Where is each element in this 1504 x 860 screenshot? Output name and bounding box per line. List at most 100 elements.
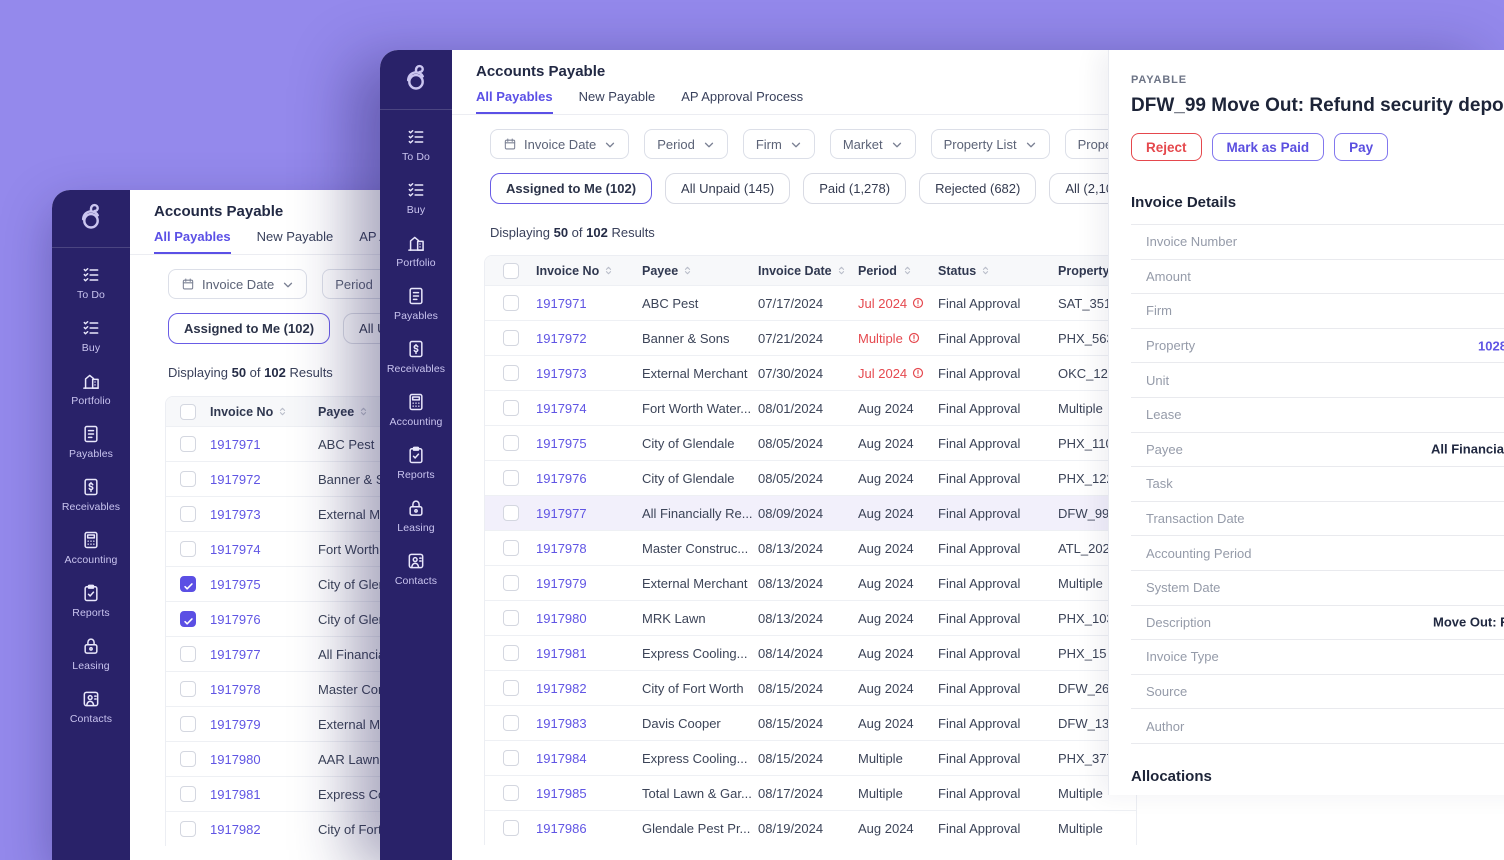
sort-icon[interactable] bbox=[682, 265, 693, 276]
sort-icon[interactable] bbox=[358, 406, 369, 417]
invoice-no-link[interactable]: 1917980 bbox=[210, 751, 261, 767]
invoice-no-link[interactable]: 1917976 bbox=[210, 611, 261, 627]
sidebar-item-payables[interactable]: Payables bbox=[380, 277, 452, 330]
row-checkbox[interactable] bbox=[180, 506, 196, 522]
invoice-no-link[interactable]: 1917971 bbox=[210, 436, 261, 452]
table-row[interactable]: 1917973 External Merchant 07/30/2024 Jul 20… bbox=[485, 355, 1136, 390]
table-row[interactable]: 1917980 MRK Lawn 08/13/2024 Aug 2024 Final A… bbox=[485, 600, 1136, 635]
sort-icon[interactable] bbox=[902, 265, 913, 276]
row-checkbox[interactable] bbox=[180, 541, 196, 557]
sidebar-item-to-do[interactable]: To Do bbox=[52, 256, 130, 309]
row-checkbox[interactable] bbox=[502, 820, 519, 836]
table-row[interactable]: 1917978 Master Construc... 08/13/2024 Aug 2… bbox=[485, 530, 1136, 565]
pill-assigned-to-me-102-[interactable]: Assigned to Me (102) bbox=[490, 173, 653, 204]
invoice-no-link[interactable]: 1917978 bbox=[210, 681, 261, 697]
invoice-no-link[interactable]: 1917981 bbox=[210, 786, 261, 802]
table-row[interactable]: 1917981 Express Cooling... 08/14/2024 Aug 2… bbox=[485, 635, 1136, 670]
filter-market[interactable]: Market bbox=[829, 129, 916, 159]
row-checkbox-checked[interactable] bbox=[180, 611, 196, 627]
column-header-invoice-date[interactable]: Invoice Date bbox=[758, 264, 858, 278]
table-row[interactable]: 1917971 ABC Pest 07/17/2024 Jul 2024 Final A… bbox=[485, 285, 1136, 320]
sidebar-item-contacts[interactable]: Contacts bbox=[52, 680, 130, 733]
column-header-status[interactable]: Status bbox=[938, 264, 1058, 278]
row-checkbox[interactable] bbox=[180, 403, 196, 420]
pay-button[interactable]: Pay bbox=[1334, 133, 1389, 161]
sort-icon[interactable] bbox=[836, 265, 847, 276]
table-row[interactable]: 1917982 City of Fort Worth 08/15/2024 Aug 2… bbox=[485, 670, 1136, 705]
column-header-payee[interactable]: Payee bbox=[642, 264, 758, 278]
row-checkbox[interactable] bbox=[502, 750, 519, 766]
table-row[interactable]: 1917983 Davis Cooper 08/15/2024 Aug 2024 Fin… bbox=[485, 705, 1136, 740]
filter-firm[interactable]: Firm bbox=[742, 129, 815, 159]
column-header-invoice-no[interactable]: Invoice No bbox=[536, 264, 642, 278]
sidebar-item-payables[interactable]: Payables bbox=[52, 415, 130, 468]
row-checkbox[interactable] bbox=[502, 400, 519, 416]
row-checkbox[interactable] bbox=[180, 751, 196, 767]
sort-icon[interactable] bbox=[603, 265, 614, 276]
table-row[interactable]: 1917975 City of Glendale 08/05/2024 Aug 202… bbox=[485, 425, 1136, 460]
tab-new-payable[interactable]: New Payable bbox=[256, 229, 334, 244]
invoice-no-link[interactable]: 1917986 bbox=[536, 820, 587, 836]
table-row[interactable]: 1917985 Total Lawn & Gar... 08/17/2024 Mult… bbox=[485, 775, 1136, 810]
row-checkbox[interactable] bbox=[502, 785, 519, 801]
filter-invoice-date[interactable]: Invoice Date bbox=[490, 129, 630, 159]
filter-period[interactable]: Period bbox=[644, 129, 728, 159]
row-checkbox[interactable] bbox=[180, 716, 196, 732]
invoice-no-link[interactable]: 1917977 bbox=[536, 505, 587, 521]
mark-as-paid-button[interactable]: Mark as Paid bbox=[1211, 133, 1325, 161]
sidebar-item-leasing[interactable]: Leasing bbox=[52, 627, 130, 680]
row-checkbox[interactable] bbox=[502, 680, 519, 696]
sidebar-item-accounting[interactable]: Accounting bbox=[52, 521, 130, 574]
row-checkbox[interactable] bbox=[502, 435, 519, 451]
row-checkbox[interactable] bbox=[502, 365, 519, 381]
row-checkbox[interactable] bbox=[502, 505, 519, 521]
invoice-no-link[interactable]: 1917979 bbox=[536, 575, 587, 591]
sidebar-item-contacts[interactable]: Contacts bbox=[380, 542, 452, 595]
row-checkbox-checked[interactable] bbox=[180, 576, 196, 592]
invoice-no-link[interactable]: 1917982 bbox=[536, 680, 587, 696]
pill-rejected-682-[interactable]: Rejected (682) bbox=[919, 173, 1037, 204]
tab-new-payable[interactable]: New Payable bbox=[578, 89, 656, 104]
invoice-no-link[interactable]: 1917983 bbox=[536, 715, 587, 731]
invoice-no-link[interactable]: 1917973 bbox=[536, 365, 587, 381]
field-value-property[interactable]: 1028 bbox=[1478, 338, 1504, 354]
sidebar-item-portfolio[interactable]: Portfolio bbox=[380, 224, 452, 277]
pill-assigned-to-me-102-[interactable]: Assigned to Me (102) bbox=[168, 313, 331, 344]
row-checkbox[interactable] bbox=[180, 821, 196, 837]
invoice-no-link[interactable]: 1917972 bbox=[210, 471, 261, 487]
tab-all-payables[interactable]: All Payables bbox=[476, 89, 553, 114]
row-checkbox[interactable] bbox=[502, 575, 519, 591]
table-row[interactable]: 1917979 External Merchant 08/13/2024 Aug 20… bbox=[485, 565, 1136, 600]
invoice-no-link[interactable]: 1917976 bbox=[536, 470, 587, 486]
invoice-no-link[interactable]: 1917974 bbox=[210, 541, 261, 557]
filter-invoice-date[interactable]: Invoice Date bbox=[168, 269, 308, 299]
row-checkbox[interactable] bbox=[180, 471, 196, 487]
sort-icon[interactable] bbox=[277, 406, 288, 417]
invoice-no-link[interactable]: 1917975 bbox=[210, 576, 261, 592]
row-checkbox[interactable] bbox=[502, 470, 519, 486]
sidebar-item-accounting[interactable]: Accounting bbox=[380, 383, 452, 436]
pill-paid-1-278-[interactable]: Paid (1,278) bbox=[803, 173, 907, 204]
column-header-period[interactable]: Period bbox=[858, 264, 938, 278]
table-row[interactable]: 1917974 Fort Worth Water... 08/01/2024 Aug … bbox=[485, 390, 1136, 425]
sidebar-item-buy[interactable]: Buy bbox=[380, 171, 452, 224]
invoice-no-link[interactable]: 1917973 bbox=[210, 506, 261, 522]
invoice-no-link[interactable]: 1917980 bbox=[536, 610, 587, 626]
row-checkbox[interactable] bbox=[502, 715, 519, 731]
table-row[interactable]: 1917986 Glendale Pest Pr... 08/19/2024 Aug … bbox=[485, 810, 1136, 845]
sidebar-item-to-do[interactable]: To Do bbox=[380, 118, 452, 171]
row-checkbox[interactable] bbox=[180, 786, 196, 802]
invoice-no-link[interactable]: 1917977 bbox=[210, 646, 261, 662]
invoice-no-link[interactable]: 1917981 bbox=[536, 645, 587, 661]
invoice-no-link[interactable]: 1917972 bbox=[536, 330, 587, 346]
row-checkbox[interactable] bbox=[502, 262, 519, 279]
tab-all-payables[interactable]: All Payables bbox=[154, 229, 231, 254]
tab-ap-approval-process[interactable]: AP Approval Process bbox=[681, 89, 804, 104]
invoice-no-link[interactable]: 1917982 bbox=[210, 821, 261, 837]
table-row[interactable]: 1917976 City of Glendale 08/05/2024 Aug 202… bbox=[485, 460, 1136, 495]
row-checkbox[interactable] bbox=[180, 646, 196, 662]
filter-property-list[interactable]: Property List bbox=[930, 129, 1050, 159]
invoice-no-link[interactable]: 1917979 bbox=[210, 716, 261, 732]
sidebar-item-buy[interactable]: Buy bbox=[52, 309, 130, 362]
sidebar-item-leasing[interactable]: Leasing bbox=[380, 489, 452, 542]
